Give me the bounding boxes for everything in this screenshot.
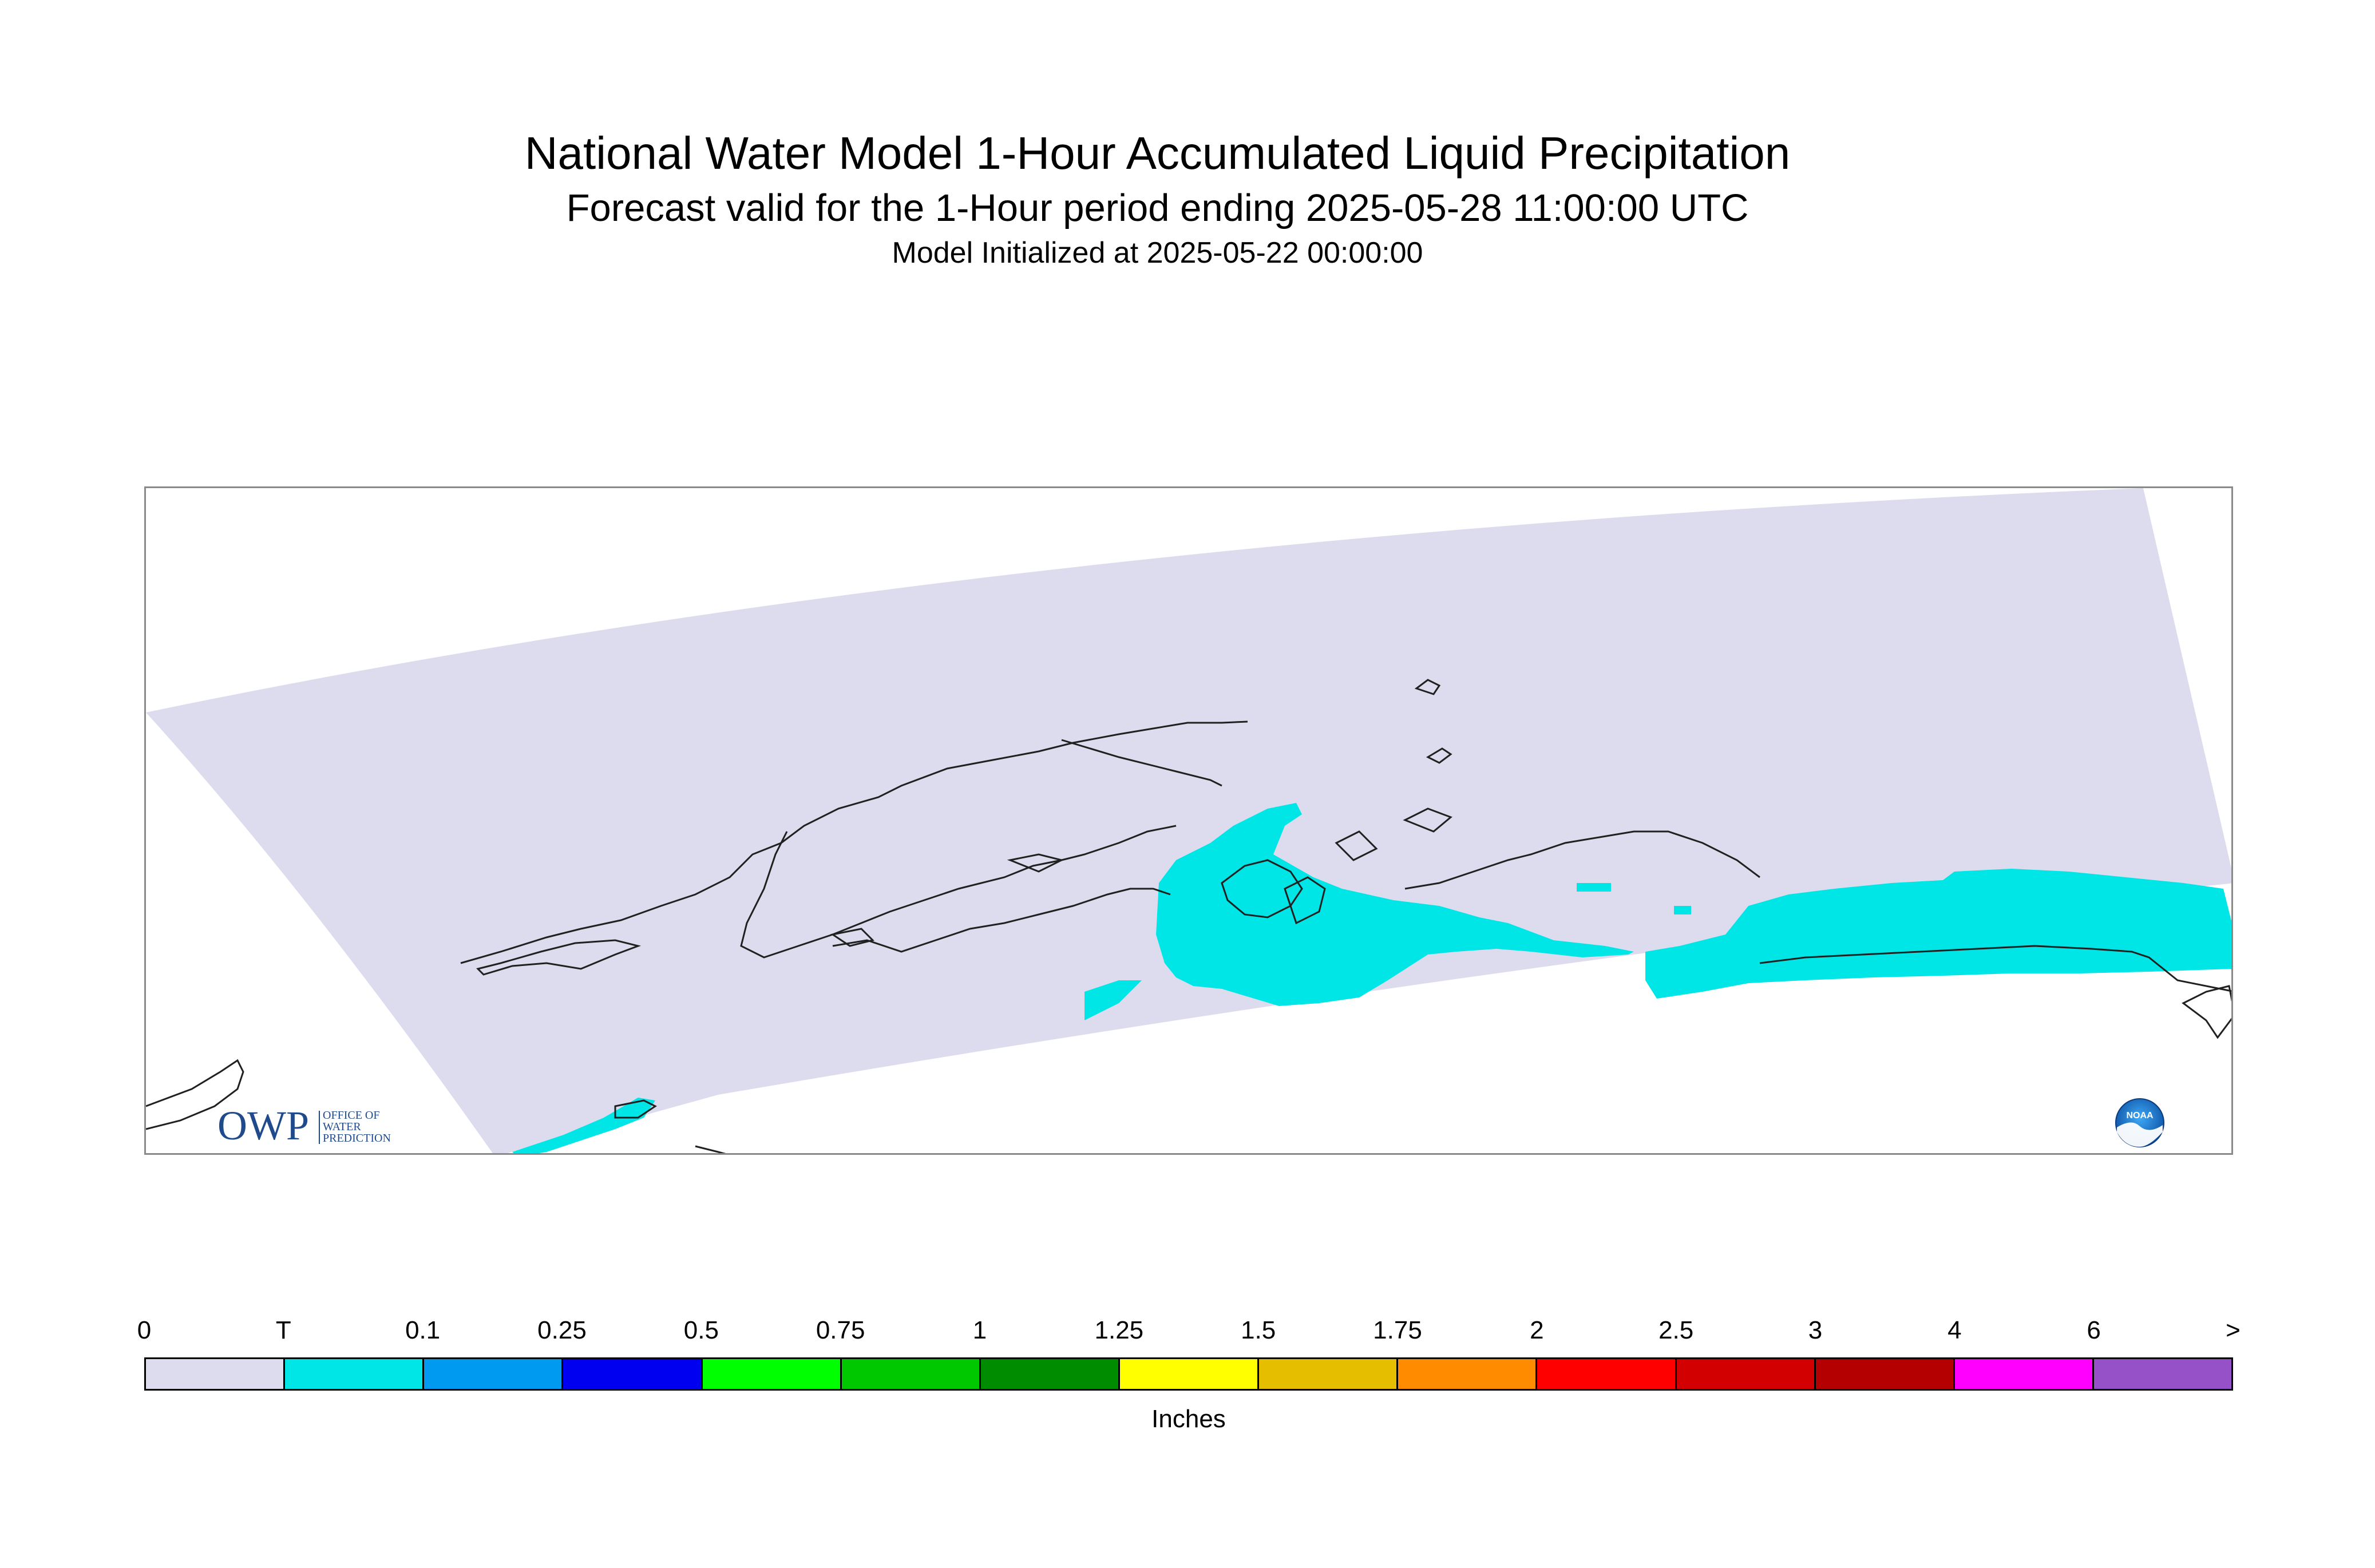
owp-line-3: PREDICTION [323, 1132, 391, 1145]
legend-label: 3 [1808, 1316, 1823, 1344]
legend-swatch [285, 1359, 425, 1389]
owp-line-1: OFFICE OF [323, 1109, 379, 1122]
coastline-inlet [1061, 739, 1222, 787]
precip-area-central [1156, 803, 1634, 1006]
coastline-alaska-peninsula [740, 825, 1177, 959]
legend-swatch [1815, 1359, 1955, 1389]
precip-area-southwest [512, 1098, 655, 1153]
noaa-text: NOAA [2126, 1111, 2154, 1120]
coastline-kodiak [1221, 859, 1303, 918]
model-domain [146, 488, 2231, 1153]
coastline-west [146, 1059, 244, 1130]
coastline-islands [1284, 807, 1452, 925]
coastline-southwest-island [614, 1099, 657, 1119]
coastline-mainland-north [460, 720, 1248, 964]
legend-label: 2.5 [1658, 1316, 1694, 1344]
coastline-bristol-bay [476, 939, 642, 976]
map-canvas [146, 488, 2231, 1153]
legend-label: 1.75 [1373, 1316, 1422, 1344]
legend-swatch [1954, 1359, 2094, 1389]
legend-label: 0.1 [405, 1316, 441, 1344]
forecast-valid-subtitle: Forecast valid for the 1-Hour period end… [566, 187, 1749, 229]
legend-swatch [1537, 1359, 1677, 1389]
legend-label: 0 [137, 1316, 152, 1344]
owp-line-2: WATER [323, 1120, 361, 1133]
owp-mark-text: OWP [217, 1106, 309, 1146]
legend-swatch [563, 1359, 703, 1389]
legend-label: T [275, 1316, 291, 1344]
precip-area-east [1645, 869, 2231, 999]
legend-label: 0.25 [537, 1316, 587, 1344]
model-initialized-text: Model Initialized at 2025-05-22 00:00:00 [892, 236, 1423, 270]
legend-swatch [1259, 1359, 1399, 1389]
noaa-logo-icon: NOAA [2115, 1098, 2165, 1148]
coastline-south-coast [1404, 830, 1760, 890]
legend-label: 2 [1530, 1316, 1544, 1344]
legend-swatch [424, 1359, 564, 1389]
legend-label: > [2226, 1316, 2241, 1344]
coastline-aleutians [832, 888, 1171, 953]
legend-label: 1.5 [1241, 1316, 1276, 1344]
legend-swatch [2093, 1359, 2232, 1389]
legend-color-bar [144, 1357, 2233, 1391]
owp-logo: OWP OFFICE OF WATER PREDICTION [217, 1106, 423, 1146]
legend-swatch [980, 1359, 1120, 1389]
coastline-panhandle [2182, 985, 2231, 1039]
precipitation-areas [512, 803, 2231, 1153]
legend-units: Inches [1151, 1405, 1226, 1433]
precip-area-small-1 [1084, 980, 1142, 1020]
map-title: National Water Model 1-Hour Accumulated … [524, 128, 1791, 179]
legend-labels: 0 T 0.1 0.25 0.5 0.75 1 1.25 1.5 1.75 2 2.5 3 4 6 > [137, 1316, 2241, 1351]
legend-label: 6 [2087, 1316, 2101, 1344]
legend-label: 0.5 [683, 1316, 719, 1344]
legend-swatch [841, 1359, 981, 1389]
legend-swatch [1398, 1359, 1538, 1389]
legend-label: 0.75 [816, 1316, 865, 1344]
legend-label: 4 [1948, 1316, 1962, 1344]
legend-swatch [1119, 1359, 1260, 1389]
legend-swatch [1676, 1359, 1816, 1389]
coastline-small-islands [830, 679, 1452, 947]
legend-label: 1.25 [1094, 1316, 1144, 1344]
legend-label: 1 [972, 1316, 987, 1344]
legend-swatch [146, 1359, 286, 1389]
precipitation-map: OWP OFFICE OF WATER PREDICTION NOAA [144, 486, 2233, 1155]
precip-area-small-3 [1674, 906, 1691, 914]
legend-swatch [702, 1359, 842, 1389]
coastline-bottom [695, 1145, 726, 1153]
precip-area-small-2 [1577, 883, 1611, 892]
coastline-gulf [1759, 945, 2231, 992]
owp-logo-mark: OWP OFFICE OF WATER PREDICTION [217, 1106, 391, 1146]
coastlines [146, 679, 2231, 1153]
